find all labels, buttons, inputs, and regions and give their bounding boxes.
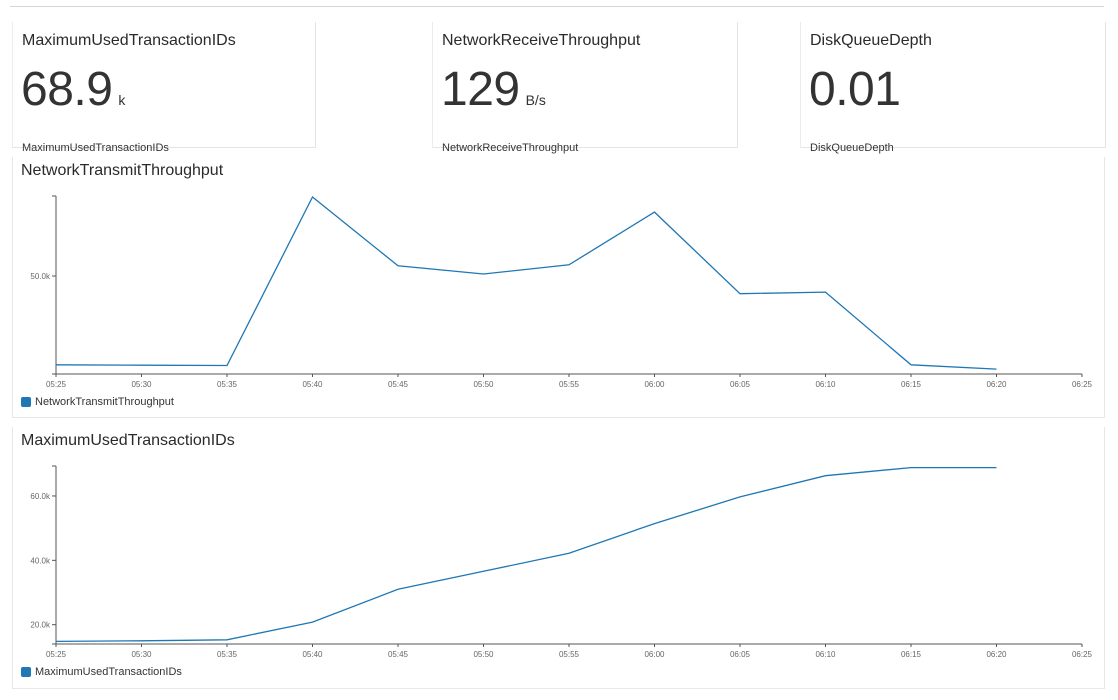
series-line [55,195,997,370]
value-unit: B/s [525,92,546,108]
x-tick-label: 05:50 [473,650,494,659]
legend-label: NetworkTransmitThroughput [35,396,174,408]
widget-title: DiskQueueDepth [810,32,932,49]
chart-legend[interactable]: MaximumUsedTransactionIDs [21,666,182,678]
widget-value: 129 B/s [441,66,546,114]
x-tick-label: 05:30 [131,380,152,389]
x-tick-label: 05:55 [559,650,580,659]
widget-metric-label: MaximumUsedTransactionIDs [22,142,169,154]
y-tick-label: 60.0k [30,492,51,501]
x-tick-label: 05:40 [302,380,323,389]
x-tick-label: 05:35 [217,380,238,389]
chart-title: MaximumUsedTransactionIDs [21,432,235,449]
x-tick-label: 06:00 [644,650,665,659]
legend-swatch [21,397,31,407]
x-tick-label: 06:05 [730,380,751,389]
x-tick-label: 05:40 [302,650,323,659]
x-tick-label: 06:20 [986,380,1007,389]
widget-max-used-transaction-ids: MaximumUsedTransactionIDs 68.9 k MaximumU… [12,22,316,154]
x-tick-label: 05:30 [131,650,152,659]
top-divider [10,6,1104,7]
chart-network-transmit-svg: 05:25 05:30 05:35 05:40 05:45 05:50 05:55 06:00… [30,195,1093,389]
widget-metric-label: DiskQueueDepth [810,142,894,154]
legend-label: MaximumUsedTransactionIDs [35,666,182,678]
chart-panel-network-transmit: NetworkTransmitThroughput 05:25 05:30 05:3… [12,157,1105,418]
chart-legend[interactable]: NetworkTransmitThroughput [21,396,174,408]
x-tick-label: 05:45 [388,650,409,659]
x-tick-label: 05:25 [46,380,67,389]
widget-title: NetworkReceiveThroughput [442,32,641,49]
x-tick-label: 06:20 [986,650,1007,659]
chart-panel-max-used-transaction-ids: MaximumUsedTransactionIDs 05:25 05:30 05:3… [12,427,1105,689]
widget-disk-queue-depth: DiskQueueDepth 0.01 DiskQueueDepth [800,22,1106,154]
legend-swatch [21,667,31,677]
x-tick-label: 05:50 [473,380,494,389]
x-tick-label: 05:45 [388,380,409,389]
x-tick-label: 05:55 [559,380,580,389]
x-tick-label: 06:15 [901,380,922,389]
x-tick-label: 05:35 [217,650,238,659]
x-tick-label: 06:10 [815,650,836,659]
x-tick-label: 06:25 [1072,650,1093,659]
widget-title: MaximumUsedTransactionIDs [22,32,236,49]
x-tick-label: 06:00 [644,380,665,389]
x-tick-label: 06:10 [815,380,836,389]
x-tick-label: 06:05 [730,650,751,659]
value-unit: k [118,92,126,108]
value-number: 0.01 [809,63,901,116]
y-tick-label: 50.0k [30,272,51,281]
widget-network-receive-throughput: NetworkReceiveThroughput 129 B/s NetworkR… [432,22,738,154]
chart-title: NetworkTransmitThroughput [21,162,224,179]
widget-value: 68.9 k [21,66,125,114]
y-tick-label: 40.0k [30,556,51,565]
x-tick-label: 05:25 [46,650,67,659]
widget-value: 0.01 [809,66,906,114]
x-tick-label: 06:25 [1072,380,1093,389]
chart-max-transaction-ids-svg: 05:25 05:30 05:35 05:40 05:45 05:50 05:55 06:00… [30,465,1093,659]
x-tick-label: 06:15 [901,650,922,659]
widget-metric-label: NetworkReceiveThroughput [442,142,579,154]
value-number: 129 [441,63,520,116]
value-number: 68.9 [21,63,113,116]
y-tick-label: 20.0k [30,621,51,630]
series-line [55,466,997,643]
